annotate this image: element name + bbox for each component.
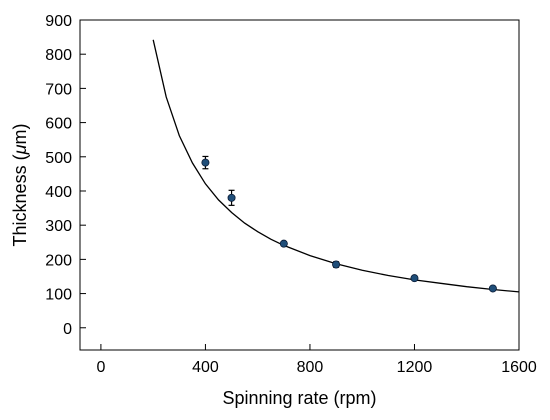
y-tick-label: 700 <box>45 81 72 98</box>
data-point <box>410 274 419 283</box>
y-tick-label: 600 <box>45 116 72 133</box>
y-axis-label: Thickness (μm) <box>10 124 30 247</box>
data-point <box>488 284 497 293</box>
y-tick-label: 500 <box>45 150 72 167</box>
y-tick-label: 200 <box>45 252 72 269</box>
y-tick-label: 900 <box>45 13 72 30</box>
x-tick-label: 800 <box>297 359 324 376</box>
data-point <box>279 239 288 248</box>
x-axis-ticks: 0 400 800 1200 1600 <box>96 344 537 376</box>
plot-frame <box>79 19 520 351</box>
y-tick-label: 100 <box>45 287 72 304</box>
fit-curve <box>152 39 520 293</box>
data-point <box>201 158 210 167</box>
y-tick-label: 0 <box>63 321 72 338</box>
x-tick-label: 400 <box>192 359 219 376</box>
data-point <box>227 193 236 202</box>
x-tick-label: 1200 <box>397 359 433 376</box>
y-tick-label: 300 <box>45 218 72 235</box>
data-point <box>332 260 341 269</box>
y-tick-label: 800 <box>45 47 72 64</box>
error-bars <box>202 155 496 291</box>
x-tick-label: 1600 <box>501 359 537 376</box>
data-points <box>201 158 497 293</box>
y-axis-ticks: 0 100 200 300 400 500 600 700 800 900 <box>45 13 86 338</box>
y-tick-label: 400 <box>45 184 72 201</box>
x-axis-label: Spinning rate (rpm) <box>222 388 376 408</box>
x-tick-label: 0 <box>96 359 105 376</box>
